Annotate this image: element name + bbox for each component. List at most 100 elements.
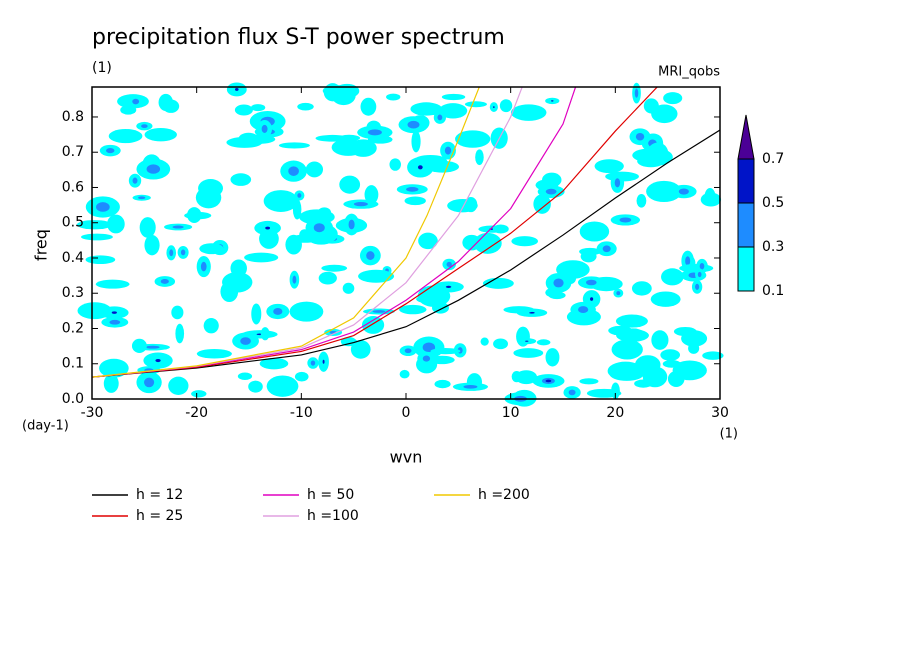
contour-blob [594,159,624,174]
y-tick-label: 0.6 [62,179,84,195]
contour-blob [399,304,427,315]
x-tick-label: 30 [711,405,729,421]
y-tick-label: 0.1 [62,356,84,372]
chart-title: precipitation flux S-T power spectrum [92,25,505,50]
x-tick-label: 20 [606,405,624,421]
contour-blob [568,389,576,396]
contour-field [76,82,724,407]
dispersion-line [92,87,577,378]
legend-label: h = 12 [136,487,183,503]
contour-blob [139,217,156,238]
dispersion-line [92,129,720,378]
contour-blob [342,282,355,294]
contour-blob [688,342,700,354]
contour-blob [366,251,375,260]
contour-blob [155,358,161,363]
legend-label: h =100 [307,508,359,524]
contour-blob [620,328,646,342]
contour-blob [266,375,299,397]
contour-blob [614,178,621,188]
contour-blob [482,277,514,289]
contour-blob [685,256,691,266]
contour-blob [195,186,222,209]
contour-blob [492,224,509,234]
contour-blob [536,339,551,346]
contour-blob [611,339,643,360]
legend-label: h = 50 [307,487,354,503]
contour-blob [438,103,468,119]
contour-blob [238,132,259,146]
contour-blob [418,232,438,250]
contour-blob [191,390,207,398]
legend-label: h = 25 [136,508,183,524]
contour-blob [422,342,436,353]
contour-blob [493,338,509,350]
contour-blob [406,187,419,192]
contour-blob [278,142,310,149]
contour-blob [417,165,423,170]
contour-blob [503,306,535,314]
contour-blob [200,261,207,272]
dispersion-line [92,87,658,378]
contour-blob [563,273,577,285]
contour-blob [556,260,590,279]
contour-blob [259,357,289,370]
contour-blob [636,193,647,208]
contour-blob [120,105,137,115]
contour-blob [358,269,395,283]
contour-blob [350,339,371,359]
contour-blob [203,317,219,334]
contour-blob [251,303,262,325]
contour-blob [697,271,702,278]
colorbar-box [737,158,755,204]
contour-blob [545,379,552,383]
x-tick-label: -10 [290,405,313,421]
contour-blob [473,232,502,254]
contour-blob [160,279,169,284]
contour-blob [499,99,513,113]
colorbar-label: 0.7 [762,151,784,167]
contour-blob [634,88,639,98]
contour-blob [611,382,620,400]
y-tick-label: 0.5 [62,215,84,231]
contour-blob [511,236,539,247]
contour-blob [367,129,382,136]
contour-blob [168,376,189,395]
contour-blob [678,188,689,195]
contour-blob [643,98,659,114]
contour-blob [510,104,547,121]
contour-blob [144,234,160,256]
colorbar-label: 0.5 [762,195,784,211]
contour-blob [463,384,478,389]
contour-blob [321,264,348,272]
colorbar-label: 0.3 [762,239,784,255]
contour-blob [615,314,648,328]
y-tick-label: 0.0 [62,391,84,407]
y-tick-label: 0.3 [62,285,84,301]
contour-blob [631,281,652,296]
contour-blob [493,106,495,109]
x-tick-label: 0 [402,405,411,421]
contour-blob [310,360,316,366]
contour-blob [545,188,557,195]
colorbar-label: 0.1 [762,283,784,299]
contour-blob [399,369,410,379]
contour-blob [172,225,184,229]
contour-blob [372,310,386,313]
contour-blob [702,351,724,360]
contour-blob [109,319,121,325]
x-tick-label: -20 [185,405,208,421]
contour-blob [292,199,302,220]
contour-blob [404,196,426,206]
contour-blob [288,166,299,176]
contour-blob [407,120,420,129]
legend-label: h =200 [478,487,530,503]
contour-blob [410,102,443,116]
contour-blob [650,291,681,307]
contour-blob [237,372,253,381]
y-axis-label: freq [32,229,51,261]
contour-blob [475,149,484,166]
contour-blob [230,173,252,186]
x-tick-label: -30 [81,405,104,421]
contour-blob [248,380,263,393]
